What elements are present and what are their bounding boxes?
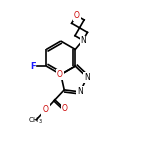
- Text: N: N: [84, 73, 90, 82]
- Text: F: F: [31, 62, 36, 71]
- Text: N: N: [80, 36, 86, 45]
- Text: N: N: [77, 87, 83, 96]
- Text: CH$_3$: CH$_3$: [28, 116, 43, 126]
- Text: O: O: [57, 70, 63, 79]
- Text: O: O: [74, 11, 80, 20]
- Text: O: O: [43, 105, 48, 114]
- Text: O: O: [61, 104, 67, 113]
